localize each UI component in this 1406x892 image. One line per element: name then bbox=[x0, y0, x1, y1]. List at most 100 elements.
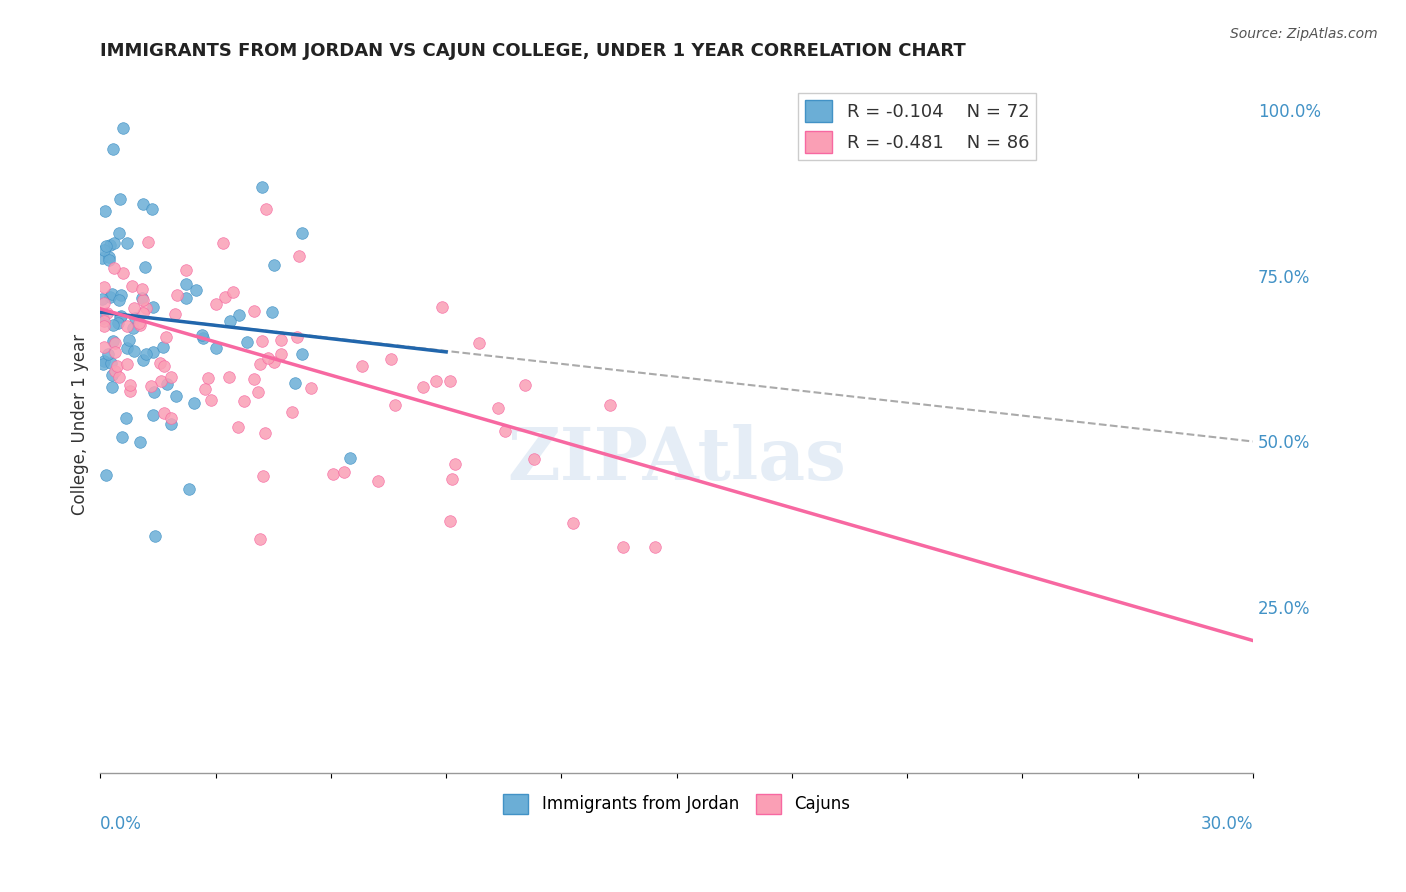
Point bbox=[94, 468, 117, 483]
Point bbox=[285, 330, 308, 344]
Point bbox=[142, 344, 165, 359]
Point bbox=[101, 287, 124, 301]
Text: Source: ZipAtlas.com: Source: ZipAtlas.com bbox=[1230, 27, 1378, 41]
Point bbox=[236, 334, 259, 349]
Point bbox=[270, 347, 292, 361]
Point bbox=[149, 375, 172, 389]
Point bbox=[494, 424, 516, 438]
Point bbox=[219, 313, 242, 327]
Point bbox=[124, 311, 146, 326]
Point bbox=[98, 252, 121, 267]
Point bbox=[103, 236, 125, 251]
Point bbox=[194, 382, 217, 396]
Legend: Immigrants from Jordan, Cajuns: Immigrants from Jordan, Cajuns bbox=[496, 787, 856, 821]
Point bbox=[122, 301, 145, 315]
Point bbox=[232, 393, 254, 408]
Point bbox=[177, 482, 200, 496]
Point bbox=[174, 277, 197, 291]
Point bbox=[513, 378, 536, 392]
Point bbox=[115, 342, 138, 356]
Point bbox=[384, 399, 406, 413]
Point bbox=[117, 357, 139, 371]
Point bbox=[97, 347, 120, 361]
Point bbox=[291, 347, 314, 361]
Point bbox=[101, 142, 124, 156]
Point bbox=[254, 425, 277, 440]
Point bbox=[122, 321, 145, 335]
Point bbox=[100, 356, 122, 370]
Point bbox=[142, 408, 165, 422]
Point bbox=[155, 329, 177, 343]
Point bbox=[252, 468, 274, 483]
Point bbox=[152, 340, 174, 354]
Y-axis label: College, Under 1 year: College, Under 1 year bbox=[72, 334, 89, 516]
Point bbox=[366, 475, 388, 489]
Point bbox=[134, 260, 156, 274]
Point bbox=[299, 381, 322, 395]
Point bbox=[523, 452, 546, 467]
Point bbox=[214, 290, 236, 304]
Point bbox=[486, 401, 509, 415]
Point bbox=[101, 380, 124, 394]
Point bbox=[93, 243, 115, 257]
Point bbox=[118, 384, 141, 398]
Point bbox=[91, 251, 114, 265]
Point bbox=[135, 347, 157, 361]
Point bbox=[176, 291, 198, 305]
Point bbox=[599, 399, 621, 413]
Point bbox=[96, 238, 118, 252]
Point bbox=[221, 285, 243, 300]
Point bbox=[174, 263, 197, 277]
Point bbox=[135, 301, 157, 315]
Point bbox=[432, 300, 454, 314]
Text: IMMIGRANTS FROM JORDAN VS CAJUN COLLEGE, UNDER 1 YEAR CORRELATION CHART: IMMIGRANTS FROM JORDAN VS CAJUN COLLEGE,… bbox=[100, 42, 966, 60]
Point bbox=[101, 368, 124, 382]
Point bbox=[254, 202, 277, 217]
Point bbox=[350, 359, 373, 374]
Point bbox=[132, 306, 155, 320]
Point bbox=[120, 378, 142, 392]
Point bbox=[132, 293, 155, 307]
Point bbox=[121, 278, 143, 293]
Point bbox=[94, 203, 117, 218]
Point bbox=[104, 336, 127, 351]
Point bbox=[131, 291, 153, 305]
Point bbox=[380, 351, 402, 366]
Point bbox=[644, 540, 666, 554]
Point bbox=[104, 344, 127, 359]
Point bbox=[107, 293, 129, 307]
Point bbox=[160, 411, 183, 425]
Point bbox=[108, 226, 131, 240]
Point bbox=[332, 465, 354, 479]
Point bbox=[249, 357, 271, 371]
Point bbox=[468, 336, 491, 351]
Point bbox=[250, 180, 273, 194]
Point bbox=[153, 407, 176, 421]
Point bbox=[122, 344, 145, 359]
Point bbox=[149, 356, 172, 370]
Point bbox=[288, 249, 311, 263]
Point bbox=[197, 371, 219, 385]
Point bbox=[143, 384, 166, 399]
Point bbox=[91, 292, 114, 306]
Point bbox=[98, 251, 121, 265]
Point bbox=[131, 352, 153, 367]
Point bbox=[93, 295, 115, 310]
Point bbox=[156, 377, 179, 392]
Point bbox=[263, 258, 285, 272]
Point bbox=[112, 266, 135, 280]
Point bbox=[166, 288, 188, 302]
Point bbox=[118, 333, 141, 347]
Point bbox=[132, 196, 155, 211]
Point bbox=[128, 318, 150, 333]
Point bbox=[200, 393, 222, 408]
Text: ZIPAtlas: ZIPAtlas bbox=[508, 425, 846, 495]
Point bbox=[108, 193, 131, 207]
Point bbox=[142, 300, 165, 314]
Point bbox=[128, 316, 150, 330]
Point bbox=[93, 280, 115, 294]
Point bbox=[242, 304, 264, 318]
Point bbox=[270, 333, 292, 347]
Point bbox=[412, 379, 434, 393]
Point bbox=[439, 514, 461, 528]
